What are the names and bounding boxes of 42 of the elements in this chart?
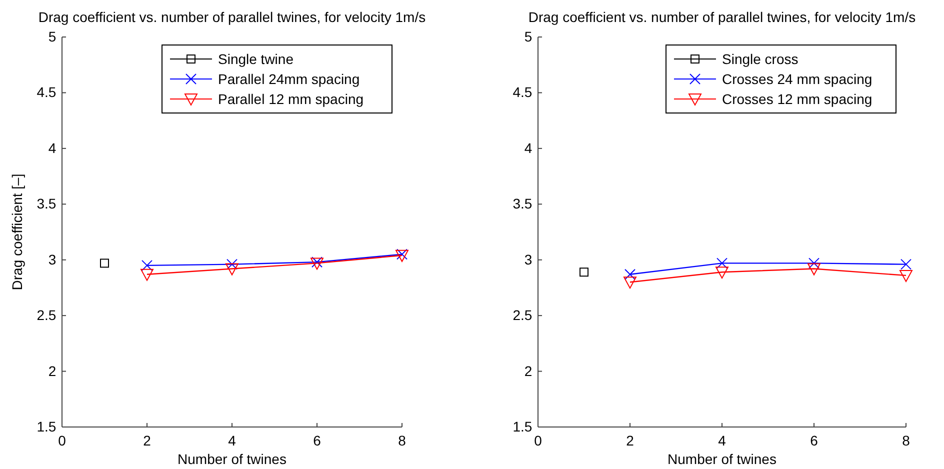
x-axis-title: Number of twines [178, 451, 286, 467]
point [226, 258, 238, 270]
y-tick-label: 4.5 [36, 84, 56, 100]
point [226, 263, 238, 276]
y-axis-title: Drag coefficient [–] [9, 174, 25, 290]
point [100, 258, 109, 268]
x-tick-label: 2 [626, 432, 634, 448]
legend-label: Crosses 24 mm spacing [722, 71, 872, 87]
x-tick-label: 6 [313, 432, 322, 448]
y-tick-label: 1.5 [36, 418, 56, 434]
y-tick-label: 2 [524, 362, 532, 379]
x-axis-title: Number of twines [668, 451, 776, 467]
y-tick-label: 2.5 [36, 307, 56, 324]
y-tick-label: 3 [48, 251, 56, 268]
y-tick-label: 4.5 [512, 84, 532, 100]
legend-label: Single twine [218, 51, 294, 67]
legend-label: Crosses 12 mm spacing [722, 91, 872, 107]
y-tick-label: 5 [524, 28, 532, 44]
x-tick-label: 0 [534, 432, 542, 448]
x-tick-label: 4 [228, 432, 236, 448]
y-tick-label: 3.5 [512, 196, 532, 212]
legend-label: Single cross [722, 51, 798, 67]
y-tick-label: 3.5 [36, 196, 56, 212]
chart-title: Drag coefficient vs. number of parallel twines, for velocity 1m/s [38, 9, 426, 25]
y-tick-label: 4 [524, 140, 532, 156]
y-tick-label: 3 [524, 251, 532, 268]
point [140, 268, 154, 281]
y-tick-label: 2.5 [512, 307, 532, 324]
y-tick-label: 2 [48, 362, 56, 379]
y-tick-label: 4 [48, 140, 56, 156]
x-tick-label: 6 [810, 432, 818, 448]
chart-title: Drag coefficient vs. number of parallel twines, for velocity 1m/s [528, 9, 916, 25]
x-tick-label: 8 [902, 432, 910, 448]
y-tick-label: 1.5 [512, 418, 532, 434]
x-tick-label: 8 [398, 432, 406, 448]
x-tick-label: 4 [718, 432, 726, 448]
point [142, 260, 152, 271]
y-tick-label: 5 [48, 28, 56, 44]
x-tick-label: 2 [143, 432, 152, 448]
x-tick-label: 0 [58, 432, 66, 448]
legend-label: Parallel 24mm spacing [218, 71, 360, 87]
legend-label: Parallel 12 mm spacing [218, 91, 364, 107]
